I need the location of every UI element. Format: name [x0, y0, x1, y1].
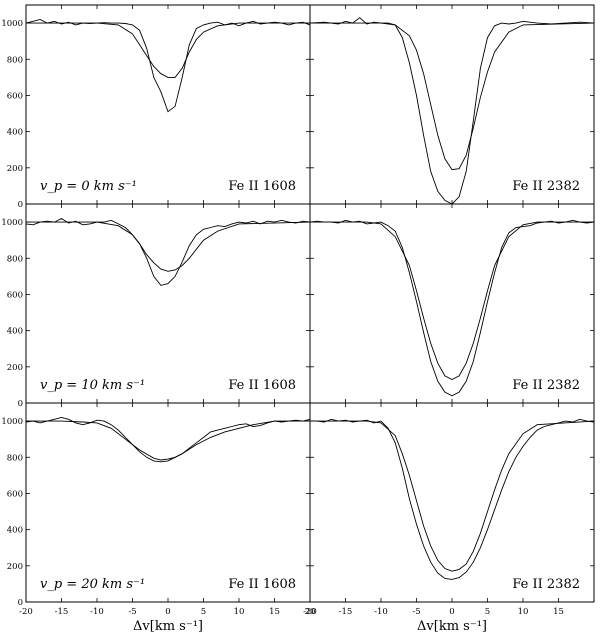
- panel-r2c0: 0 200 400 600 800 1000 -20 -15 -10 -5 0 5 10 15 20 Δv[k…: [1, 402, 316, 634]
- y-tick-label: 400: [7, 526, 23, 536]
- panel-frame: [25, 402, 311, 603]
- ion-label: Fe II 1608: [228, 378, 296, 393]
- x-axis-label: Δv[km s⁻¹]: [417, 619, 487, 634]
- series-noisy: [25, 417, 311, 463]
- y-tick-label: 200: [7, 363, 23, 373]
- y-tick-label: 400: [7, 128, 23, 138]
- y-tick-label: 1000: [1, 417, 23, 427]
- series-smooth: [26, 22, 310, 78]
- x-axis-label: Δv[km s⁻¹]: [133, 619, 203, 634]
- x-tick-label: -20: [19, 607, 33, 617]
- y-tick-label: 200: [7, 562, 23, 572]
- series-noisy: [25, 217, 311, 286]
- panel-frame: [25, 203, 311, 404]
- x-tick-label: 15: [553, 607, 564, 617]
- series-noisy: [309, 17, 595, 205]
- panel-r1c0: 0 200 400 600 800 1000 v_p = 10 km s⁻¹ Fe II 16…: [1, 203, 311, 409]
- x-tick-label: -5: [412, 607, 420, 617]
- panel-frame: [25, 4, 311, 205]
- panel-frame: [309, 402, 595, 603]
- y-tick-label: 1000: [1, 218, 23, 228]
- panel-r0c0: 0 200 400 600 800 1000 v_p = 0 km s⁻¹ Fe II 160…: [1, 4, 311, 210]
- series-smooth: [26, 420, 310, 461]
- series-smooth: [310, 221, 594, 381]
- y-tick-label: 0: [18, 399, 23, 409]
- y-tick-label: 0: [18, 200, 23, 210]
- x-tick-label: -15: [339, 607, 353, 617]
- series-smooth: [310, 22, 595, 171]
- x-tick-label: 20: [305, 607, 316, 617]
- panel-r0c1: Fe II 2382: [309, 4, 595, 205]
- y-tick-label: 600: [7, 489, 23, 499]
- x-tick-label: -20: [303, 607, 317, 617]
- x-tick-label: -5: [128, 607, 136, 617]
- y-tick-label: 0: [18, 598, 23, 608]
- x-tick-label: -10: [90, 607, 104, 617]
- x-tick-label: 0: [449, 607, 454, 617]
- ion-label: Fe II 2382: [512, 378, 580, 393]
- vp-label: v_p = 10 km s⁻¹: [40, 378, 145, 393]
- y-tick-label: 600: [7, 290, 23, 300]
- series-noisy: [25, 19, 311, 113]
- y-tick-label: 600: [7, 91, 23, 101]
- series-noisy: [309, 219, 595, 397]
- y-tick-label: 800: [7, 254, 23, 264]
- x-tick-label: 10: [234, 607, 245, 617]
- ion-label: Fe II 2382: [512, 577, 580, 592]
- ion-label: Fe II 1608: [228, 577, 296, 592]
- y-tick-label: 800: [7, 453, 23, 463]
- y-tick-label: 800: [7, 55, 23, 65]
- panel-frame: [309, 203, 595, 404]
- x-tick-label: -15: [55, 607, 69, 617]
- panel-frame: [309, 4, 595, 205]
- ion-label: Fe II 2382: [512, 179, 580, 194]
- x-tick-label: 0: [165, 607, 170, 617]
- series-noisy: [310, 418, 595, 580]
- vp-label: v_p = 20 km s⁻¹: [40, 577, 145, 592]
- y-tick-label: 200: [7, 164, 23, 174]
- x-tick-label: 5: [201, 607, 206, 617]
- x-tick-label: 15: [269, 607, 280, 617]
- x-tick-label: 5: [485, 607, 490, 617]
- ion-label: Fe II 1608: [228, 179, 296, 194]
- series-smooth: [310, 420, 595, 572]
- series-smooth: [26, 221, 311, 272]
- x-tick-label: -10: [374, 607, 388, 617]
- y-tick-label: 1000: [1, 19, 23, 29]
- panel-r2c1: -20 -15 -10 -5 0 5 10 15 Δv[km s⁻¹] Fe II 2382: [303, 402, 595, 634]
- x-tick-label: 10: [518, 607, 529, 617]
- vp-label: v_p = 0 km s⁻¹: [40, 179, 137, 194]
- y-tick-label: 400: [7, 327, 23, 337]
- panel-r1c1: Fe II 2382: [309, 203, 595, 404]
